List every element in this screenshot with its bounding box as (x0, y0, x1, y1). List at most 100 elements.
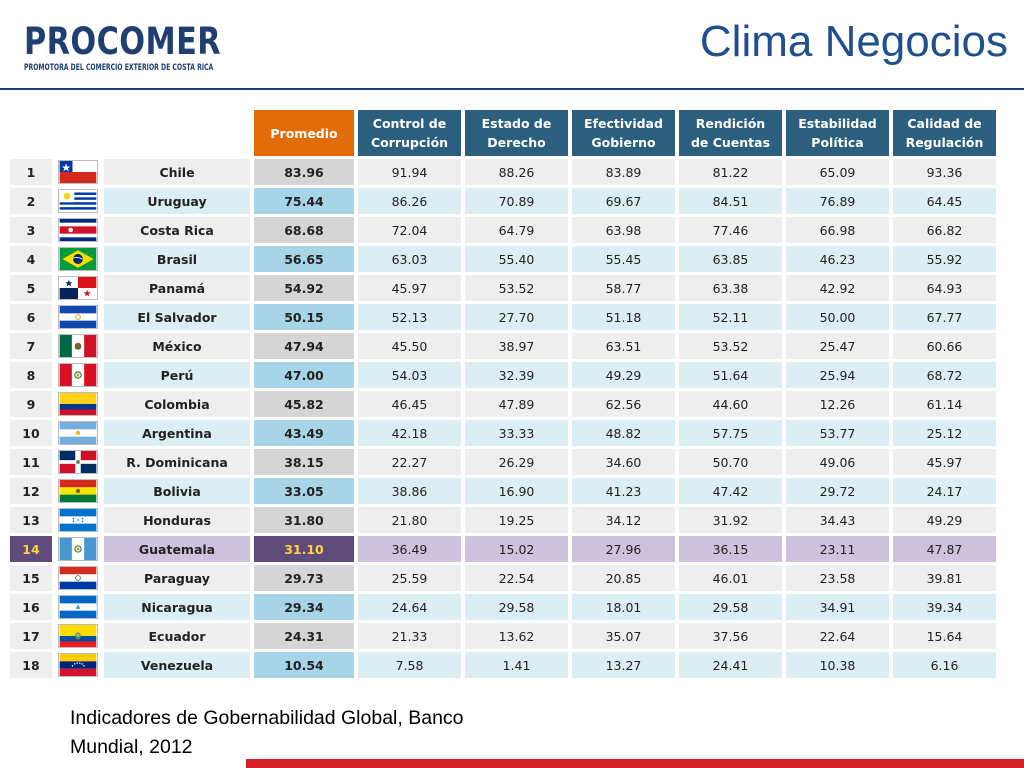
estado-derecho-cell: 16.90 (465, 478, 568, 504)
calidad-regulacion-cell: 47.87 (893, 536, 996, 562)
estabilidad-politica-cell: 49.06 (786, 449, 889, 475)
header-divider (0, 88, 1024, 90)
rank-cell: 3 (10, 217, 52, 243)
caption-line: Indicadores de Gobernabilidad Global, Ba… (70, 707, 464, 729)
rendicion-cuentas-cell: 81.22 (679, 159, 782, 185)
flag-cell (56, 275, 100, 301)
estado-derecho-cell: 64.79 (465, 217, 568, 243)
column-header-estado-derecho: Estado de Derecho (465, 110, 568, 156)
table-row: 18 Venezuela 10.54 7.58 1.41 13.27 24.41 10.38 6… (10, 652, 996, 678)
calidad-regulacion-cell: 24.17 (893, 478, 996, 504)
rank-cell: 11 (10, 449, 52, 475)
efectividad-gobierno-cell: 34.60 (572, 449, 675, 475)
flag-cell (56, 420, 100, 446)
page-title: Clima Negocios (699, 17, 1008, 66)
governance-table: Promedio Control de Corrupción Estado de D… (6, 107, 1000, 681)
flag-cell (56, 362, 100, 388)
flag-cell (56, 391, 100, 417)
control-corrupcion-cell: 91.94 (358, 159, 461, 185)
column-header-control-corrupcion: Control de Corrupción (358, 110, 461, 156)
rank-cell: 6 (10, 304, 52, 330)
estado-derecho-cell: 22.54 (465, 565, 568, 591)
logo-subtitle: PROMOTORA DEL COMERCIO EXTERIOR DE COSTA… (24, 63, 214, 73)
flag-cell (56, 594, 100, 620)
calidad-regulacion-cell: 39.81 (893, 565, 996, 591)
flag-cell (56, 565, 100, 591)
estabilidad-politica-cell: 42.92 (786, 275, 889, 301)
country-cell: Guatemala (104, 536, 250, 562)
flag-cell (56, 623, 100, 649)
promedio-cell: 83.96 (254, 159, 354, 185)
efectividad-gobierno-cell: 18.01 (572, 594, 675, 620)
estabilidad-politica-cell: 23.11 (786, 536, 889, 562)
country-cell: Chile (104, 159, 250, 185)
mexico-flag-icon (58, 334, 98, 358)
calidad-regulacion-cell: 49.29 (893, 507, 996, 533)
rendicion-cuentas-cell: 37.56 (679, 623, 782, 649)
paraguay-flag-icon (58, 566, 98, 590)
rank-cell: 17 (10, 623, 52, 649)
control-corrupcion-cell: 45.97 (358, 275, 461, 301)
venezuela-flag-icon (58, 653, 98, 677)
table-row: 14 Guatemala 31.10 36.49 15.02 27.96 36.15 23.1… (10, 536, 996, 562)
table-row: 16 Nicaragua 29.34 24.64 29.58 18.01 29.58 34.9… (10, 594, 996, 620)
table-row: 1 Chile 83.96 91.94 88.26 83.89 81.22 65.09 93.3… (10, 159, 996, 185)
promedio-cell: 50.15 (254, 304, 354, 330)
control-corrupcion-cell: 36.49 (358, 536, 461, 562)
control-corrupcion-cell: 22.27 (358, 449, 461, 475)
rank-cell: 13 (10, 507, 52, 533)
rendicion-cuentas-cell: 24.41 (679, 652, 782, 678)
column-header-rendicion-cuentas: Rendición de Cuentas (679, 110, 782, 156)
estado-derecho-cell: 29.58 (465, 594, 568, 620)
rank-cell: 12 (10, 478, 52, 504)
table-row: 7 México 47.94 45.50 38.97 63.51 53.52 25.47 60.… (10, 333, 996, 359)
estado-derecho-cell: 27.70 (465, 304, 568, 330)
rendicion-cuentas-cell: 53.52 (679, 333, 782, 359)
logo-wordmark: PROCOMER (24, 20, 222, 63)
flag-cell (56, 449, 100, 475)
flag-cell (56, 246, 100, 272)
rank-cell: 1 (10, 159, 52, 185)
table-row: 5 Panamá 54.92 45.97 53.52 58.77 63.38 42.92 64.… (10, 275, 996, 301)
flag-cell (56, 159, 100, 185)
calidad-regulacion-cell: 64.45 (893, 188, 996, 214)
column-header-promedio: Promedio (254, 110, 354, 156)
estabilidad-politica-cell: 53.77 (786, 420, 889, 446)
rendicion-cuentas-cell: 46.01 (679, 565, 782, 591)
flag-cell (56, 507, 100, 533)
control-corrupcion-cell: 72.04 (358, 217, 461, 243)
rank-cell: 9 (10, 391, 52, 417)
estabilidad-politica-cell: 65.09 (786, 159, 889, 185)
calidad-regulacion-cell: 67.77 (893, 304, 996, 330)
calidad-regulacion-cell: 93.36 (893, 159, 996, 185)
caption-line: Mundial, 2012 (70, 736, 193, 758)
country-cell: Honduras (104, 507, 250, 533)
rank-cell: 4 (10, 246, 52, 272)
estabilidad-politica-cell: 46.23 (786, 246, 889, 272)
control-corrupcion-cell: 45.50 (358, 333, 461, 359)
control-corrupcion-cell: 42.18 (358, 420, 461, 446)
estabilidad-politica-cell: 23.58 (786, 565, 889, 591)
efectividad-gobierno-cell: 41.23 (572, 478, 675, 504)
efectividad-gobierno-cell: 83.89 (572, 159, 675, 185)
efectividad-gobierno-cell: 55.45 (572, 246, 675, 272)
rank-cell: 7 (10, 333, 52, 359)
calidad-regulacion-cell: 45.97 (893, 449, 996, 475)
rank-cell: 5 (10, 275, 52, 301)
efectividad-gobierno-cell: 63.51 (572, 333, 675, 359)
header-line: Efectividad (584, 116, 663, 131)
estabilidad-politica-cell: 34.91 (786, 594, 889, 620)
country-cell: Venezuela (104, 652, 250, 678)
uruguay-flag-icon (58, 189, 98, 213)
panama-flag-icon (58, 276, 98, 300)
control-corrupcion-cell: 7.58 (358, 652, 461, 678)
estado-derecho-cell: 47.89 (465, 391, 568, 417)
estado-derecho-cell: 33.33 (465, 420, 568, 446)
estabilidad-politica-cell: 25.94 (786, 362, 889, 388)
promedio-cell: 33.05 (254, 478, 354, 504)
estado-derecho-cell: 53.52 (465, 275, 568, 301)
country-cell: Brasil (104, 246, 250, 272)
header-line: Política (811, 135, 864, 150)
table-row: 15 Paraguay 29.73 25.59 22.54 20.85 46.01 23.58… (10, 565, 996, 591)
rendicion-cuentas-cell: 36.15 (679, 536, 782, 562)
